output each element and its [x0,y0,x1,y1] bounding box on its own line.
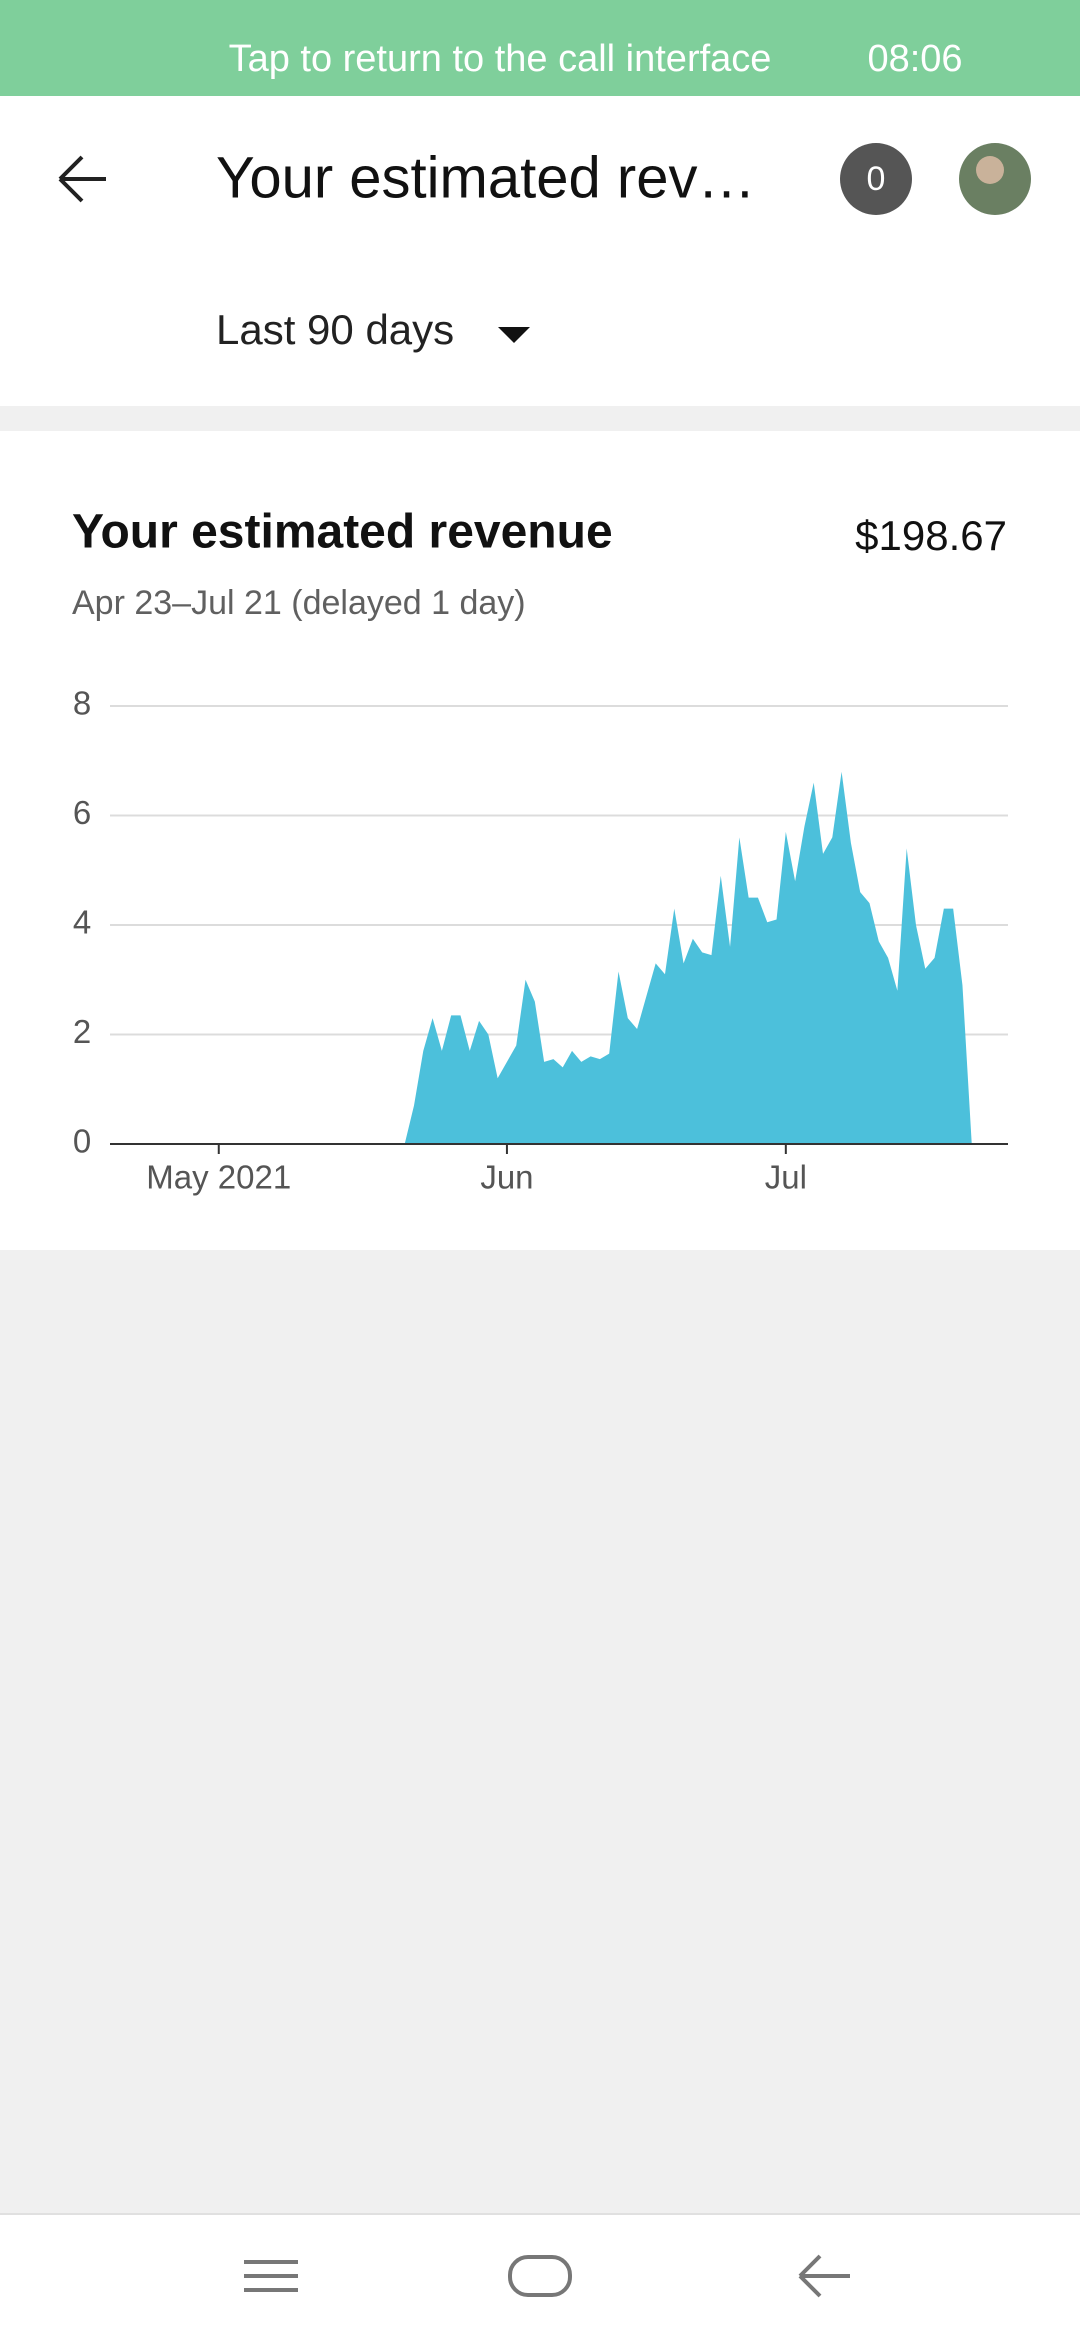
call-time: 08:06 [867,38,962,80]
y-tick-label: 2 [73,1013,91,1050]
y-tick-label: 4 [73,904,91,941]
app-bar [0,96,1080,406]
home-button[interactable] [508,2255,572,2297]
x-tick-label: Jul [765,1159,807,1196]
y-tick-label: 6 [73,794,91,831]
call-banner[interactable]: Tap to return to the call interface [229,38,772,80]
dropdown-arrow[interactable] [498,327,530,343]
badge-count: 0 [867,160,886,198]
card-subtitle: Apr 23–Jul 21 (delayed 1 day) [72,584,526,622]
notification-badge[interactable] [840,143,912,215]
page-title: Your estimated rev… [216,145,755,210]
avatar-face [976,156,1004,184]
revenue-chart: 0 2 4 6 8 May 2021 Jun Jul [73,685,1008,1196]
status-bar[interactable] [0,0,1080,96]
menu-button[interactable] [244,2260,298,2292]
date-range-dropdown[interactable]: Last 90 days [216,306,454,353]
y-tick-label: 0 [73,1123,91,1160]
nav-bar [0,2214,1080,2340]
back-button[interactable] [58,155,106,203]
y-tick-label: 8 [73,685,91,722]
x-tick-label: May 2021 [146,1159,291,1196]
revenue-total: $198.67 [855,512,1007,559]
revenue-area [144,771,972,1144]
x-tick-label: Jun [480,1159,533,1196]
nav-back-button[interactable] [798,2254,850,2298]
card-title: Your estimated revenue [72,506,613,559]
